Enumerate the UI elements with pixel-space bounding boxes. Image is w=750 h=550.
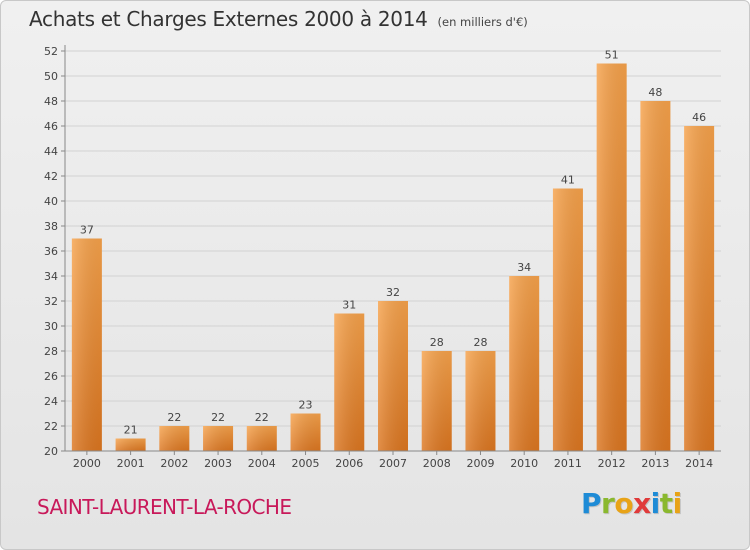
x-tick-label-2006: 2006 xyxy=(335,457,363,470)
y-tick-label: 30 xyxy=(44,320,58,333)
x-tick-label-2008: 2008 xyxy=(423,457,451,470)
logo-letter: t xyxy=(659,487,673,520)
bar-shade-2003 xyxy=(203,426,234,451)
y-tick-label: 36 xyxy=(44,245,58,258)
logo-letter: o xyxy=(614,487,634,520)
chart-title: Achats et Charges Externes 2000 à 2014 xyxy=(29,7,428,31)
proxiti-logo[interactable]: Proxiti xyxy=(581,487,682,520)
bar-shade-2014 xyxy=(684,126,715,451)
bar-shade-2004 xyxy=(246,426,277,451)
y-tick-label: 38 xyxy=(44,220,58,233)
y-tick-label: 40 xyxy=(44,195,58,208)
y-tick-label: 28 xyxy=(44,345,58,358)
data-label-2005: 23 xyxy=(299,399,313,412)
data-label-2011: 41 xyxy=(561,174,575,187)
y-tick-label: 26 xyxy=(44,370,58,383)
bar-shade-2002 xyxy=(159,426,190,451)
x-tick-label-2013: 2013 xyxy=(641,457,669,470)
logo-letter: i xyxy=(650,487,661,520)
logo-letter: P xyxy=(581,487,602,520)
data-label-2003: 22 xyxy=(211,411,225,424)
y-tick-label: 46 xyxy=(44,120,58,133)
data-label-2004: 22 xyxy=(255,411,269,424)
y-tick-label: 24 xyxy=(44,395,58,408)
bar-shade-2010 xyxy=(509,276,540,451)
bar-shade-2012 xyxy=(596,63,627,451)
bar-layer xyxy=(71,63,715,451)
bar-shade-2011 xyxy=(552,188,583,451)
bar-shade-2009 xyxy=(465,351,496,451)
x-tick-label-2010: 2010 xyxy=(510,457,538,470)
bar-shade-2001 xyxy=(115,438,146,451)
data-label-2014: 46 xyxy=(692,111,706,124)
y-tick-label: 52 xyxy=(44,45,58,58)
label-layer: 37 21 22 22 22 23 31 32 28 28 34 41 51 48 46 xyxy=(80,49,706,437)
data-label-2009: 28 xyxy=(473,336,487,349)
x-tick-label-2005: 2005 xyxy=(292,457,320,470)
bar-shade-2006 xyxy=(334,313,365,451)
y-tick-label: 50 xyxy=(44,70,58,83)
data-label-2002: 22 xyxy=(167,411,181,424)
y-tick-label: 22 xyxy=(44,420,58,433)
bar-shade-2007 xyxy=(378,301,408,451)
data-label-2000: 37 xyxy=(80,224,94,237)
data-label-2007: 32 xyxy=(386,286,400,299)
title-row: Achats et Charges Externes 2000 à 2014 (e… xyxy=(29,7,528,31)
x-tick-label-2001: 2001 xyxy=(117,457,145,470)
bar-shade-2013 xyxy=(640,101,671,451)
x-tick-label-2012: 2012 xyxy=(598,457,626,470)
data-label-2013: 48 xyxy=(648,86,662,99)
y-tick-label: 32 xyxy=(44,295,58,308)
chart-unit: (en milliers d'€) xyxy=(437,15,528,29)
data-label-2006: 31 xyxy=(342,299,356,312)
x-tick-label-2007: 2007 xyxy=(379,457,407,470)
y-tick-label: 44 xyxy=(44,145,58,158)
x-tick-label-2000: 2000 xyxy=(73,457,101,470)
data-label-2008: 28 xyxy=(430,336,444,349)
place-name: SAINT-LAURENT-LA-ROCHE xyxy=(37,495,292,519)
x-tick-label-2009: 2009 xyxy=(466,457,494,470)
bar-shade-2000 xyxy=(71,238,102,451)
axis-layer: 20 22 24 26 28 30 32 34 36 38 40 42 44 46 48 50 52 2000 20… xyxy=(44,45,721,470)
x-tick-label-2004: 2004 xyxy=(248,457,276,470)
y-tick-label: 48 xyxy=(44,95,58,108)
data-label-2010: 34 xyxy=(517,261,531,274)
y-tick-label: 20 xyxy=(44,445,58,458)
bar-shade-2005 xyxy=(290,413,321,451)
data-label-2001: 21 xyxy=(124,424,138,437)
logo-letter: r xyxy=(601,487,615,520)
logo-letter: i xyxy=(672,487,683,520)
y-tick-label: 42 xyxy=(44,170,58,183)
x-tick-label-2003: 2003 xyxy=(204,457,232,470)
y-tick-label: 34 xyxy=(44,270,58,283)
x-tick-label-2014: 2014 xyxy=(685,457,713,470)
x-tick-label-2002: 2002 xyxy=(160,457,188,470)
bar-shade-2008 xyxy=(421,351,452,451)
data-label-2012: 51 xyxy=(605,49,619,62)
x-tick-label-2011: 2011 xyxy=(554,457,582,470)
logo-letter: x xyxy=(633,487,651,520)
